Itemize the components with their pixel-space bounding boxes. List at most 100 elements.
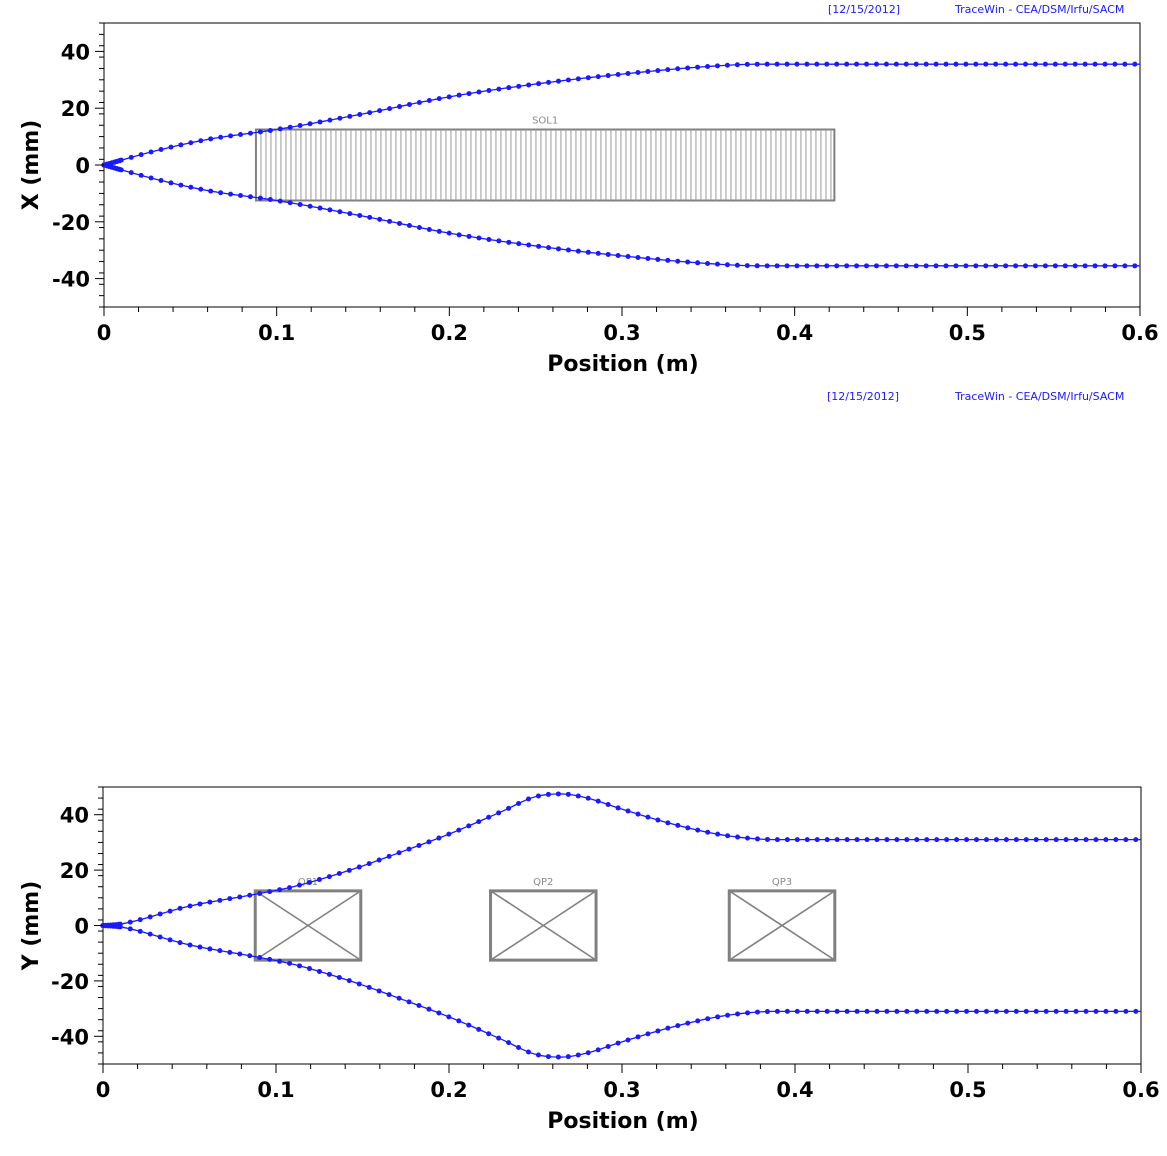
- chart-3-envelope-point: [675, 1023, 681, 1029]
- chart-3-envelope-point: [306, 879, 312, 885]
- chart-1-x-tick-label: 0.4: [776, 321, 813, 345]
- chart-1-envelope-point: [396, 220, 402, 226]
- chart-3-envelope-point: [685, 1020, 691, 1026]
- chart-3-quadrupole-diagonal: [728, 890, 836, 961]
- chart-1-envelope-point: [844, 263, 850, 269]
- chart-3-envelope-point: [735, 834, 741, 840]
- chart-1-envelope-point: [864, 61, 870, 67]
- chart-1-envelope-point: [834, 61, 840, 67]
- chart-1-envelope-point: [1062, 263, 1068, 269]
- chart-3-envelope-point: [824, 1008, 830, 1014]
- chart-3-envelope-point: [575, 1052, 581, 1058]
- chart-3-envelope-point: [983, 837, 989, 843]
- chart-3-element-label: QP2: [533, 877, 553, 888]
- chart-3-envelope-point: [456, 827, 462, 833]
- chart-1-envelope-point: [923, 61, 929, 67]
- chart-1-envelope-point: [456, 92, 462, 98]
- chart-1-y-tick-label: 40: [61, 40, 90, 64]
- chart-3-envelope-point: [904, 837, 910, 843]
- chart-1-envelope-point: [605, 73, 611, 79]
- chart-3-envelope-point: [1123, 1008, 1129, 1014]
- chart-1-envelope-point: [128, 154, 134, 160]
- chart-1-envelope-point: [555, 78, 561, 84]
- chart-3-envelope-point: [446, 1014, 452, 1020]
- chart-3-envelope-point: [137, 917, 143, 923]
- chart-3-envelope-point: [396, 850, 402, 856]
- chart-1-envelope-point: [734, 62, 740, 68]
- chart-1-x-tick-label: 0.2: [431, 321, 468, 345]
- chart-3-envelope-point: [764, 836, 770, 842]
- chart-3-envelope-point: [635, 811, 641, 817]
- chart-1-element-label: SOL1: [532, 116, 558, 127]
- chart-3-beam-envelope-y: QP1QP2QP300.10.20.30.40.50.640200-20-40P…: [19, 786, 1160, 1134]
- chart-3-envelope-point: [416, 842, 422, 848]
- chart-1-envelope-point: [546, 245, 552, 251]
- chart-3-envelope-point: [924, 837, 930, 843]
- chart-3-envelope-point: [147, 914, 153, 920]
- chart-3-envelope-point: [685, 825, 691, 831]
- chart-1-y-axis-title: X (mm): [19, 120, 44, 211]
- chart-1-envelope-point: [744, 263, 750, 269]
- chart-1-envelope-point: [893, 61, 899, 67]
- chart-3-envelope-point: [834, 1008, 840, 1014]
- chart-3-envelope-point: [376, 857, 382, 863]
- chart-3-envelope-point: [545, 1054, 551, 1060]
- chart-1-envelope-point: [595, 74, 601, 80]
- chart-3-envelope-point: [167, 908, 173, 914]
- chart-1-envelope-point: [1102, 61, 1108, 67]
- chart-1-envelope-point: [883, 263, 889, 269]
- chart-3-envelope-point: [715, 1014, 721, 1020]
- chart-3-quadrupole-diagonal: [490, 890, 597, 961]
- chart-1-envelope-point: [287, 124, 293, 130]
- chart-3-x-tick-label: 0.2: [430, 1078, 467, 1102]
- chart-1-envelope-point: [307, 121, 313, 127]
- chart-3-envelope-point: [396, 995, 402, 1001]
- chart-3-envelope-point: [964, 1008, 970, 1014]
- chart-1-envelope-point: [913, 263, 919, 269]
- chart-3-envelope-point: [516, 800, 522, 806]
- chart-3-envelope-point: [934, 837, 940, 843]
- chart-3-envelope-point: [874, 837, 880, 843]
- chart-3-envelope-point: [257, 890, 263, 896]
- chart-3-envelope-point: [725, 833, 731, 839]
- chart-3-envelope-point: [745, 835, 751, 841]
- chart-3-envelope-point: [1113, 1008, 1119, 1014]
- chart-3-envelope-point: [525, 796, 531, 802]
- chart-3-envelope-point: [476, 1026, 482, 1032]
- chart-3-envelope-point: [774, 837, 780, 843]
- chart-3-envelope-point: [655, 1028, 661, 1034]
- chart-1-envelope-point: [575, 248, 581, 254]
- chart-1-x-tick-label: 0.5: [949, 321, 986, 345]
- chart-1-envelope-point: [1072, 61, 1078, 67]
- chart-3-envelope-point: [157, 934, 163, 940]
- chart-3-envelope-point: [386, 853, 392, 859]
- chart-3-envelope-point: [346, 867, 352, 873]
- chart-3-envelope-point: [446, 831, 452, 837]
- chart-1-envelope-point: [456, 232, 462, 238]
- chart-1-envelope-point: [883, 61, 889, 67]
- chart-1-envelope-point: [1052, 263, 1058, 269]
- chart-3-envelope-point: [1123, 837, 1129, 843]
- chart-3-envelope-point: [426, 1006, 432, 1012]
- chart-1-envelope-point: [357, 111, 363, 117]
- chart-3-envelope-point: [217, 897, 223, 903]
- chart-1-envelope-point: [536, 243, 542, 249]
- chart-1-envelope-point: [774, 263, 780, 269]
- chart-1-envelope-point: [1042, 263, 1048, 269]
- chart-3-envelope-point: [486, 1031, 492, 1037]
- chart-1-envelope-point: [864, 263, 870, 269]
- chart-3-envelope-point: [924, 1008, 930, 1014]
- chart-1-envelope-point: [1102, 263, 1108, 269]
- chart-1-envelope-point: [943, 61, 949, 67]
- chart-1-envelope-point: [1023, 263, 1029, 269]
- chart-1-envelope-point: [1092, 263, 1098, 269]
- chart-1-envelope-point: [1013, 263, 1019, 269]
- chart-1-envelope-point: [327, 207, 333, 213]
- chart-3-envelope-point: [914, 1008, 920, 1014]
- chart-1-envelope-point: [814, 61, 820, 67]
- chart-3-envelope-point: [336, 871, 342, 877]
- chart-3-envelope-point: [545, 791, 551, 797]
- chart-1-envelope-point: [208, 136, 214, 142]
- chart-3-envelope-point: [904, 1008, 910, 1014]
- chart-3-envelope-point: [954, 1008, 960, 1014]
